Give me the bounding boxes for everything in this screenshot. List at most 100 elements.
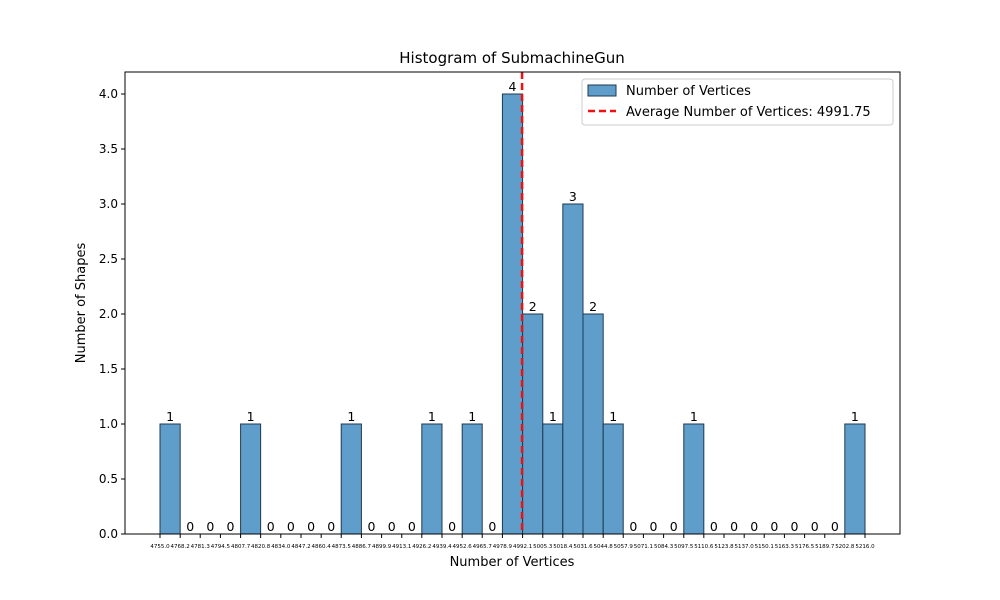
y-tick-label: 3.5: [99, 142, 118, 156]
chart-title: Histogram of SubmachineGun: [399, 49, 624, 67]
bar-count-label: 0: [730, 519, 738, 534]
legend-entry-bars: Number of Vertices: [626, 84, 751, 99]
bar-count-label: 1: [468, 409, 476, 424]
bar-count-label: 0: [710, 519, 718, 534]
x-tick-label: 5097.5: [674, 544, 694, 550]
y-tick-label: 1.0: [99, 417, 118, 431]
x-tick-label: 5123.8: [714, 544, 734, 550]
plot-frame: [124, 71, 901, 535]
x-tick-label: 4992.1: [513, 544, 532, 550]
x-tick-label: 5150.1: [755, 544, 774, 550]
bar-count-label: 0: [227, 519, 235, 534]
histogram-bar: [421, 423, 443, 535]
x-axis: 4755.0 4768.2 4781.3 4794.5 4807.7 4820.8 4834…: [150, 534, 875, 550]
x-tick-label: 5216.0: [855, 544, 875, 550]
bar-count-label: 0: [267, 519, 275, 534]
x-tick-label: 4873.5: [332, 544, 352, 550]
x-tick-label: 5044.8: [594, 544, 614, 550]
y-tick-label: 2.0: [99, 307, 118, 321]
x-tick-label: 4847.2: [291, 544, 310, 550]
bar-count-label: 1: [347, 409, 355, 424]
x-tick-label: 4794.5: [211, 544, 231, 550]
x-tick-label: 4834.0: [271, 544, 291, 550]
histogram-bar: [522, 313, 544, 535]
x-tick-label: 5202.8: [835, 544, 855, 550]
y-tick-label: 0.5: [99, 472, 118, 486]
histogram-bar: [562, 203, 584, 535]
bar-count-label: 2: [529, 299, 537, 314]
x-tick-label: 5137.0: [735, 544, 755, 550]
bar-count-label: 0: [186, 519, 194, 534]
bar-count-label: 3: [569, 189, 577, 204]
bar-count-label: 1: [549, 409, 557, 424]
x-tick-label: 5110.6: [694, 544, 714, 550]
x-tick-label: 4755.0: [150, 544, 170, 550]
x-tick-label: 5057.9: [614, 544, 634, 550]
legend: Number of Vertices Average Number of Ver…: [581, 78, 894, 126]
bar-count-label: 1: [851, 409, 859, 424]
x-tick-label: 5176.5: [795, 544, 815, 550]
x-tick-label: 4926.2: [412, 544, 431, 550]
y-axis-label: Number of Shapes: [74, 243, 89, 364]
bar-count-label: 0: [368, 519, 376, 534]
x-tick-label: 4781.3: [191, 544, 211, 550]
bar-count-label: 1: [428, 409, 436, 424]
bar-count-label: 0: [791, 519, 799, 534]
y-axis: 0.0 0.5 1.0 1.5 2.0 2.5 3.0 3.5 4.0: [99, 87, 125, 541]
histogram-bar: [542, 423, 564, 535]
histogram-bar: [602, 423, 624, 535]
histogram-bar: [240, 423, 262, 535]
x-tick-label: 4886.7: [352, 544, 372, 550]
x-tick-label: 4899.9: [372, 544, 392, 550]
bar-count-label: 0: [750, 519, 758, 534]
x-tick-label: 5189.7: [815, 544, 835, 550]
x-tick-label: 4939.4: [432, 544, 452, 550]
x-tick-label: 4913.1: [392, 544, 411, 550]
bar-count-label: 0: [448, 519, 456, 534]
bar-count-label: 0: [629, 519, 637, 534]
y-tick-label: 3.0: [99, 197, 118, 211]
x-axis-label: Number of Vertices: [450, 555, 575, 570]
bar-count-label: 0: [206, 519, 214, 534]
bar-count-label: 4: [509, 79, 517, 94]
bar-count-label: 0: [811, 519, 819, 534]
x-tick-label: 4820.8: [251, 544, 271, 550]
histogram-bar: [683, 423, 705, 535]
bar-count-label: 1: [247, 409, 255, 424]
histogram-bar: [159, 423, 181, 535]
histogram-bar: [461, 423, 483, 535]
y-tick-label: 4.0: [99, 87, 118, 101]
bar-count-label: 0: [770, 519, 778, 534]
bar-count-label: 0: [307, 519, 315, 534]
bar-count-label: 0: [650, 519, 658, 534]
bar-count-label: 2: [589, 299, 597, 314]
x-tick-label: 5163.3: [775, 544, 795, 550]
x-tick-label: 5071.1: [634, 544, 653, 550]
x-tick-label: 5018.4: [553, 544, 573, 550]
bar-count-label: 0: [327, 519, 335, 534]
x-tick-label: 4768.2: [171, 544, 190, 550]
bar-count-label: 0: [408, 519, 416, 534]
x-tick-label: 5031.6: [573, 544, 593, 550]
bar-count-label: 0: [287, 519, 295, 534]
bar-count-label: 1: [609, 409, 617, 424]
x-tick-label: 4860.4: [312, 544, 332, 550]
x-tick-label: 4952.6: [453, 544, 473, 550]
x-tick-label: 4965.7: [473, 544, 493, 550]
histogram-bar: [844, 423, 866, 535]
histogram-bar: [340, 423, 362, 535]
bar-count-label: 1: [690, 409, 698, 424]
bar-count-label: 0: [831, 519, 839, 534]
x-tick-label: 4807.7: [231, 544, 251, 550]
bar-count-label: 0: [670, 519, 678, 534]
legend-bar-swatch: [587, 84, 617, 97]
bar-count-label: 0: [488, 519, 496, 534]
legend-box: [581, 78, 894, 126]
histogram-bar: [582, 313, 604, 535]
bar-count-label: 0: [388, 519, 396, 534]
x-tick-label: 5005.3: [533, 544, 553, 550]
y-tick-label: 1.5: [99, 362, 118, 376]
legend-entry-average: Average Number of Vertices: 4991.75: [626, 105, 871, 120]
